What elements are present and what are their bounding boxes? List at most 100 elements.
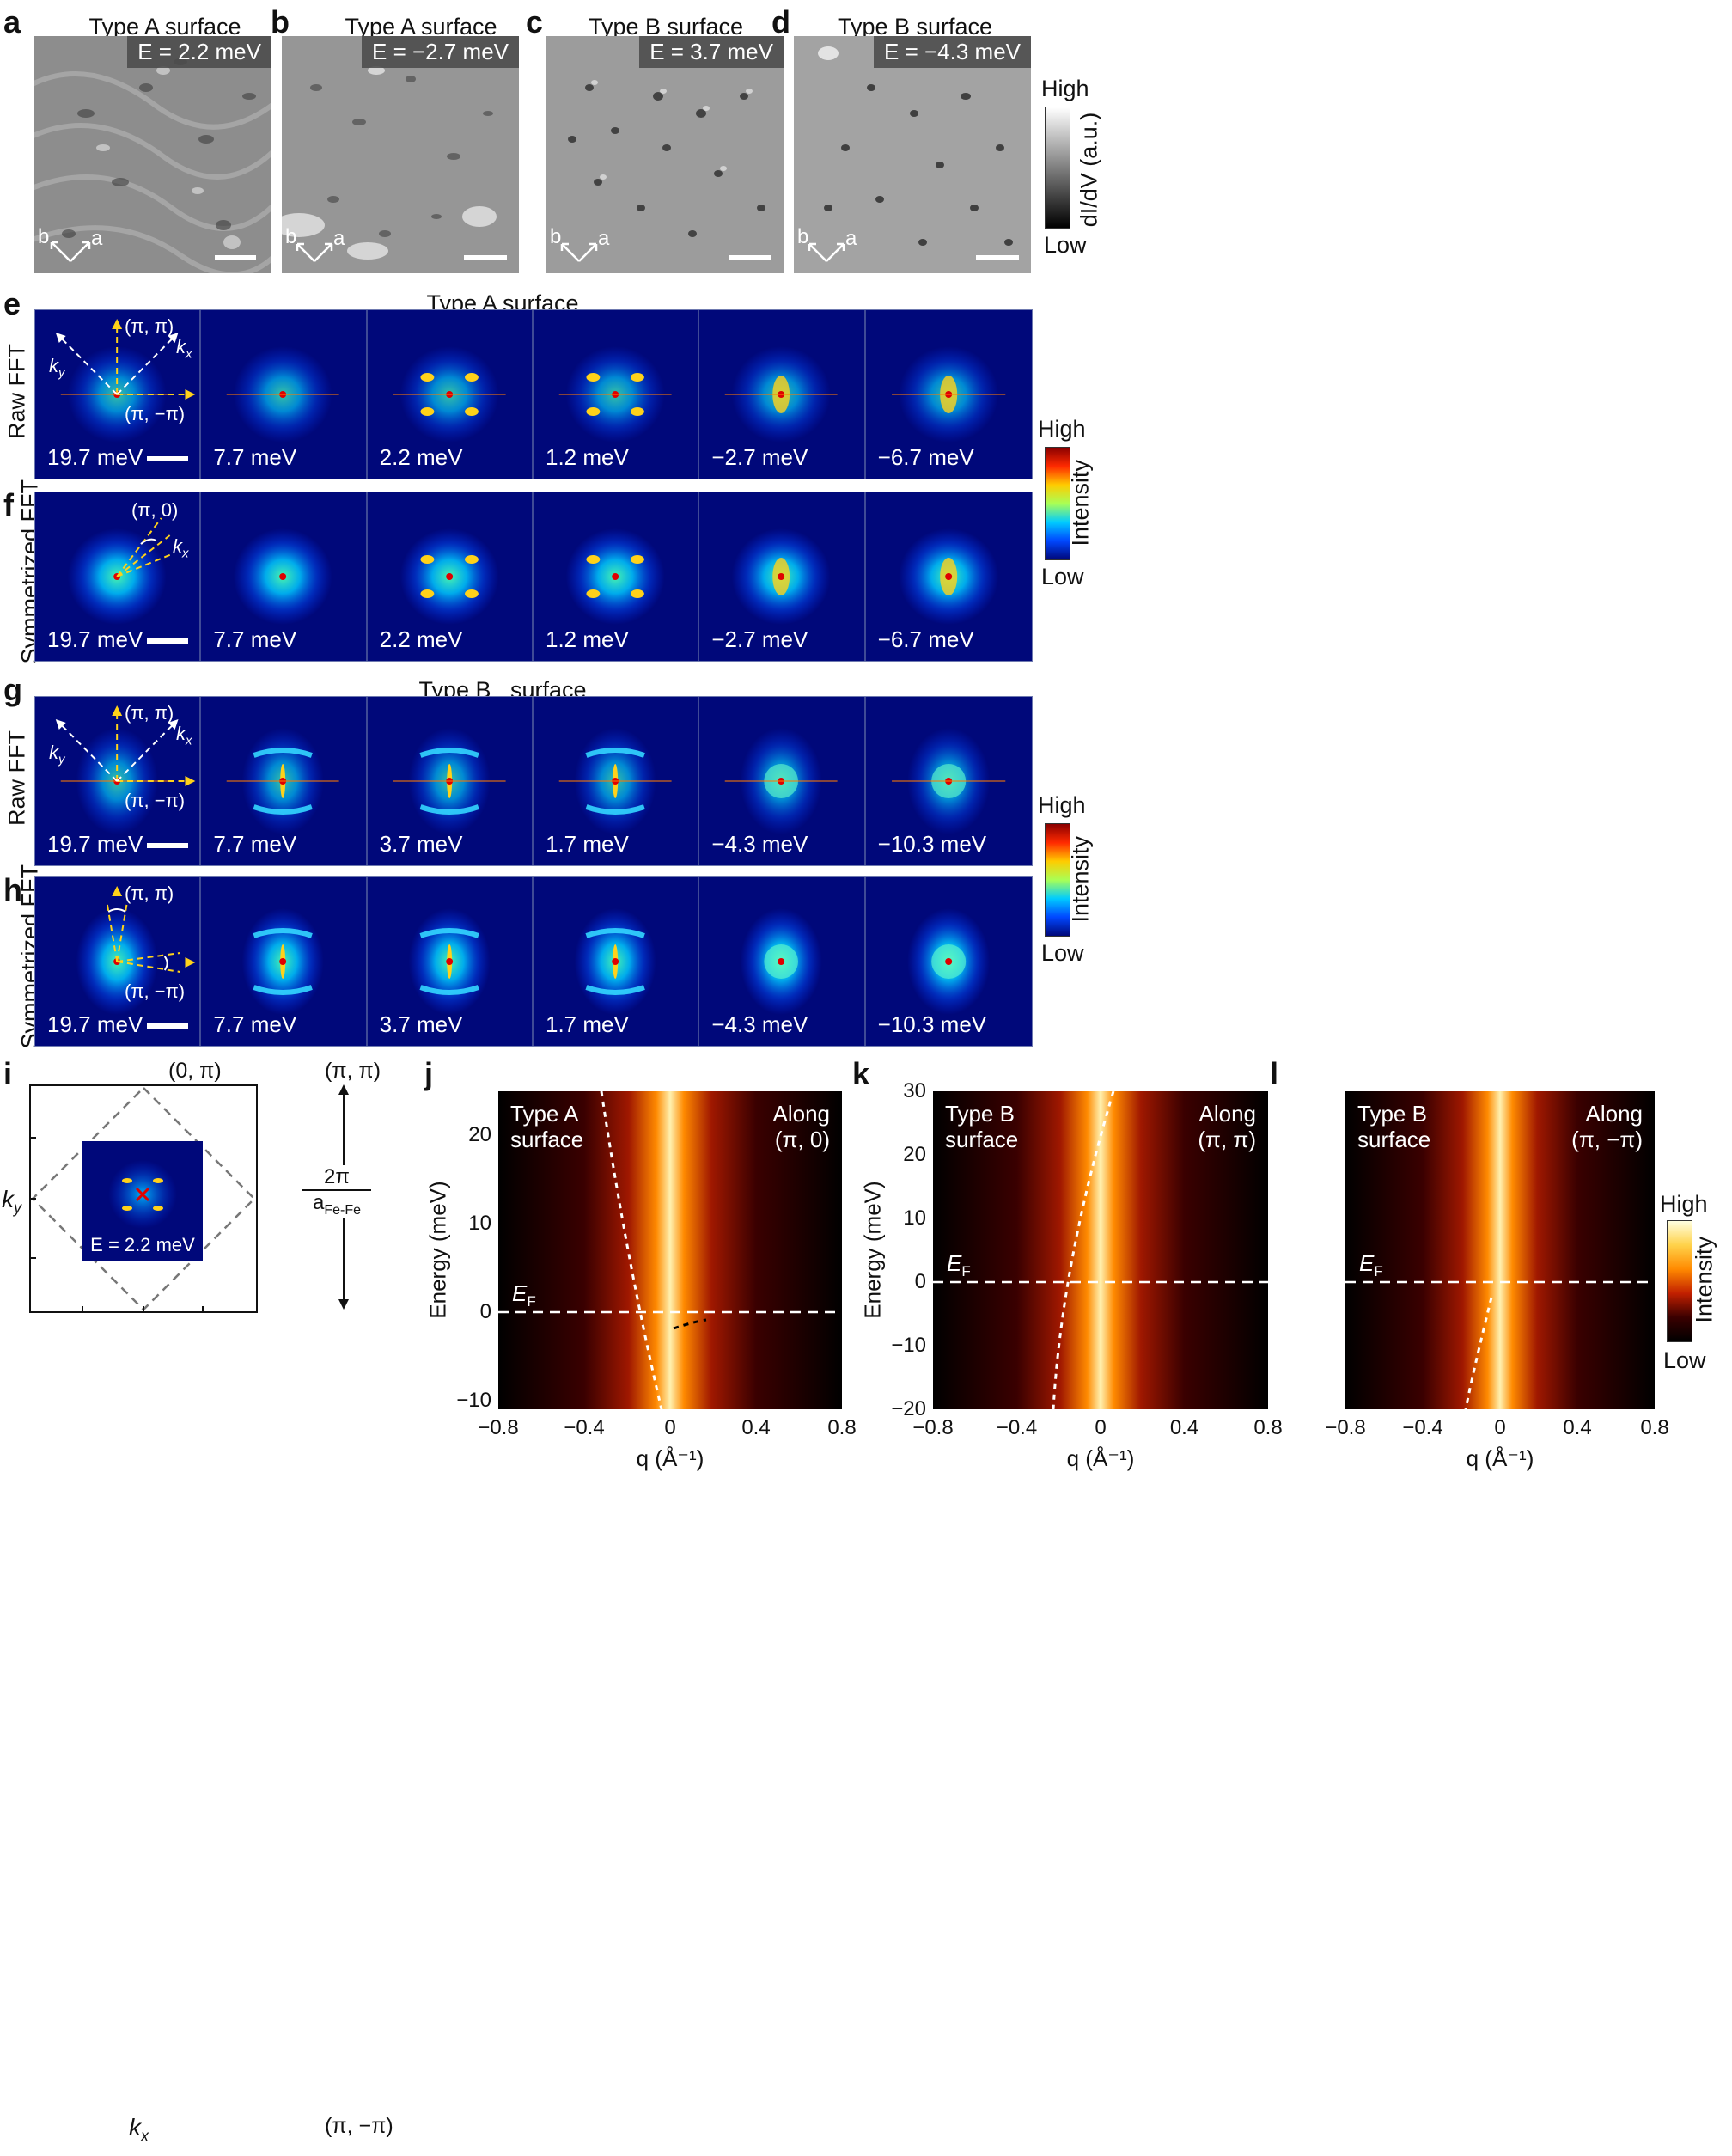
intensity-colorbar-b-high: High xyxy=(1038,792,1086,818)
scale-bar xyxy=(147,1023,188,1029)
fraction-numerator: 2π xyxy=(302,1165,371,1191)
energy-label: −10.3 meV xyxy=(877,1011,987,1037)
fft-direction-arrows xyxy=(116,517,172,577)
fft-tile: 1.2 meV xyxy=(534,492,700,661)
label-kx: kx xyxy=(176,336,192,362)
intensity-colorbar-b-low: Low xyxy=(1041,940,1084,966)
axis-a-label: a xyxy=(845,227,857,250)
row-label-raw-fft-b: Raw FFT xyxy=(3,730,30,826)
stm-d-energy: E = −4.3 meV xyxy=(874,36,1031,69)
fermi-level-label: EF xyxy=(512,1280,536,1310)
fft-tile: −6.7 meV xyxy=(866,492,1032,661)
energy-label: 2.2 meV xyxy=(379,626,463,652)
x-tick-label: −0.4 xyxy=(1402,1416,1443,1439)
x-tick-label: −0.4 xyxy=(996,1416,1038,1439)
x-axis-label: q (Å⁻¹) xyxy=(1466,1445,1534,1471)
fft-tile: 7.7 meV xyxy=(201,877,368,1046)
panel-label-j: j xyxy=(424,1056,434,1091)
energy-label: 7.7 meV xyxy=(213,444,297,470)
fft-tile: −4.3 meV xyxy=(699,877,866,1046)
energy-label: 1.2 meV xyxy=(546,626,629,652)
x-tick-label: −0.4 xyxy=(564,1416,605,1439)
stm-c-energy: E = 3.7 meV xyxy=(639,36,784,69)
fft-tile: (π, 0) kx 19.7 meV xyxy=(35,492,202,661)
y-tick-label: −20 xyxy=(891,1397,926,1420)
reciprocal-length-fraction: 2π aFe-Fe xyxy=(302,1165,371,1218)
energy-label: 1.7 meV xyxy=(546,1011,629,1037)
energy-label: 7.7 meV xyxy=(213,626,297,652)
scale-bar xyxy=(976,255,1019,260)
axis-a-label: a xyxy=(333,227,345,250)
x-tick-label: 0 xyxy=(1095,1416,1107,1439)
stm-b-energy: E = −2.7 meV xyxy=(362,36,519,69)
y-tick-label: −10 xyxy=(891,1334,926,1357)
hot-colorbar-low: Low xyxy=(1663,1347,1706,1373)
hot-colorbar xyxy=(1667,1220,1692,1342)
label-pi-0: (π, 0) xyxy=(131,499,179,521)
intensity-colorbar-a xyxy=(1045,447,1070,560)
axis-b-label: b xyxy=(285,225,297,248)
row-label-raw-fft-a: Raw FFT xyxy=(3,344,30,439)
stm-a-energy: E = 2.2 meV xyxy=(127,36,271,69)
label-pi-pi: (π, π) xyxy=(125,702,174,724)
fraction-denominator-sub: Fe-Fe xyxy=(324,1202,362,1218)
stm-c-title: Type B surface xyxy=(588,14,744,40)
fft-tile: 3.7 meV xyxy=(368,877,534,1046)
lattice-axes-icon xyxy=(50,241,91,262)
axis-a-label: a xyxy=(91,227,103,250)
y-tick-label: 20 xyxy=(468,1123,491,1147)
x-tick-label: 0.8 xyxy=(827,1416,857,1439)
energy-label: 1.7 meV xyxy=(546,831,629,857)
direction-label: Along (π, −π) xyxy=(1571,1101,1643,1152)
scale-bar xyxy=(215,255,256,260)
fft-tile: 3.7 meV xyxy=(368,697,534,865)
hot-colorbar-label: Intensity xyxy=(1691,1236,1717,1323)
axis-b-label: b xyxy=(797,225,809,248)
y-tick-label: 30 xyxy=(903,1079,926,1102)
fermi-level-label: EF xyxy=(1359,1250,1383,1280)
direction-label: Along (π, 0) xyxy=(772,1101,831,1152)
axis-a-label: a xyxy=(598,227,610,250)
energy-label: 3.7 meV xyxy=(379,831,463,857)
stm-image-c: E = 3.7 meV b a xyxy=(546,36,784,273)
label-ky: ky xyxy=(49,742,65,767)
energy-label: 19.7 meV xyxy=(47,626,143,652)
panel-i-fft-inset: E = 2.2 meV xyxy=(82,1141,203,1261)
fermi-level-label: EF xyxy=(947,1250,971,1280)
x-tick-label: 0 xyxy=(664,1416,676,1439)
energy-label: 3.7 meV xyxy=(379,1011,463,1037)
panel-label-l: l xyxy=(1270,1056,1279,1091)
energy-label: 19.7 meV xyxy=(47,831,143,857)
label-pi-mpi: (π, −π) xyxy=(125,403,186,424)
energy-label: 19.7 meV xyxy=(47,1011,143,1037)
stm-d-title: Type B surface xyxy=(837,14,993,40)
panel-label-g: g xyxy=(3,672,22,707)
axis-b-label: b xyxy=(38,225,50,248)
fft-row-f: (π, 0) kx 19.7 meV 7.7 meV 2.2 meV 1.2 meV −2.… xyxy=(34,492,1033,662)
x-tick-label: 0 xyxy=(1494,1416,1506,1439)
stm-image-a: E = 2.2 meV b a xyxy=(34,36,271,273)
fft-direction-arrows xyxy=(106,886,196,973)
fft-tile: −4.3 meV xyxy=(699,697,866,865)
energy-label: −4.3 meV xyxy=(711,1011,808,1037)
didv-colorbar-label: dI/dV (a.u.) xyxy=(1076,112,1102,228)
fft-tile: 7.7 meV xyxy=(201,310,368,479)
intensity-colorbar-a-label: Intensity xyxy=(1067,459,1094,547)
direction-label: Along (π, π) xyxy=(1198,1101,1256,1152)
panel-i-energy: E = 2.2 meV xyxy=(90,1234,195,1255)
x-axis-label: q (Å⁻¹) xyxy=(1066,1445,1135,1471)
scale-bar xyxy=(729,255,771,260)
fft-tile: 7.7 meV xyxy=(201,492,368,661)
didv-colorbar-high: High xyxy=(1041,76,1089,101)
fft-direction-arrows xyxy=(55,705,196,786)
stm-a-title: Type A surface xyxy=(88,14,241,40)
fft-direction-arrows xyxy=(55,319,196,400)
didv-colorbar xyxy=(1045,107,1070,229)
panel-label-h: h xyxy=(3,872,22,907)
energy-label: −4.3 meV xyxy=(711,831,808,857)
label-pi-pi: (π, π) xyxy=(125,315,174,337)
panel-label-f: f xyxy=(3,487,14,522)
